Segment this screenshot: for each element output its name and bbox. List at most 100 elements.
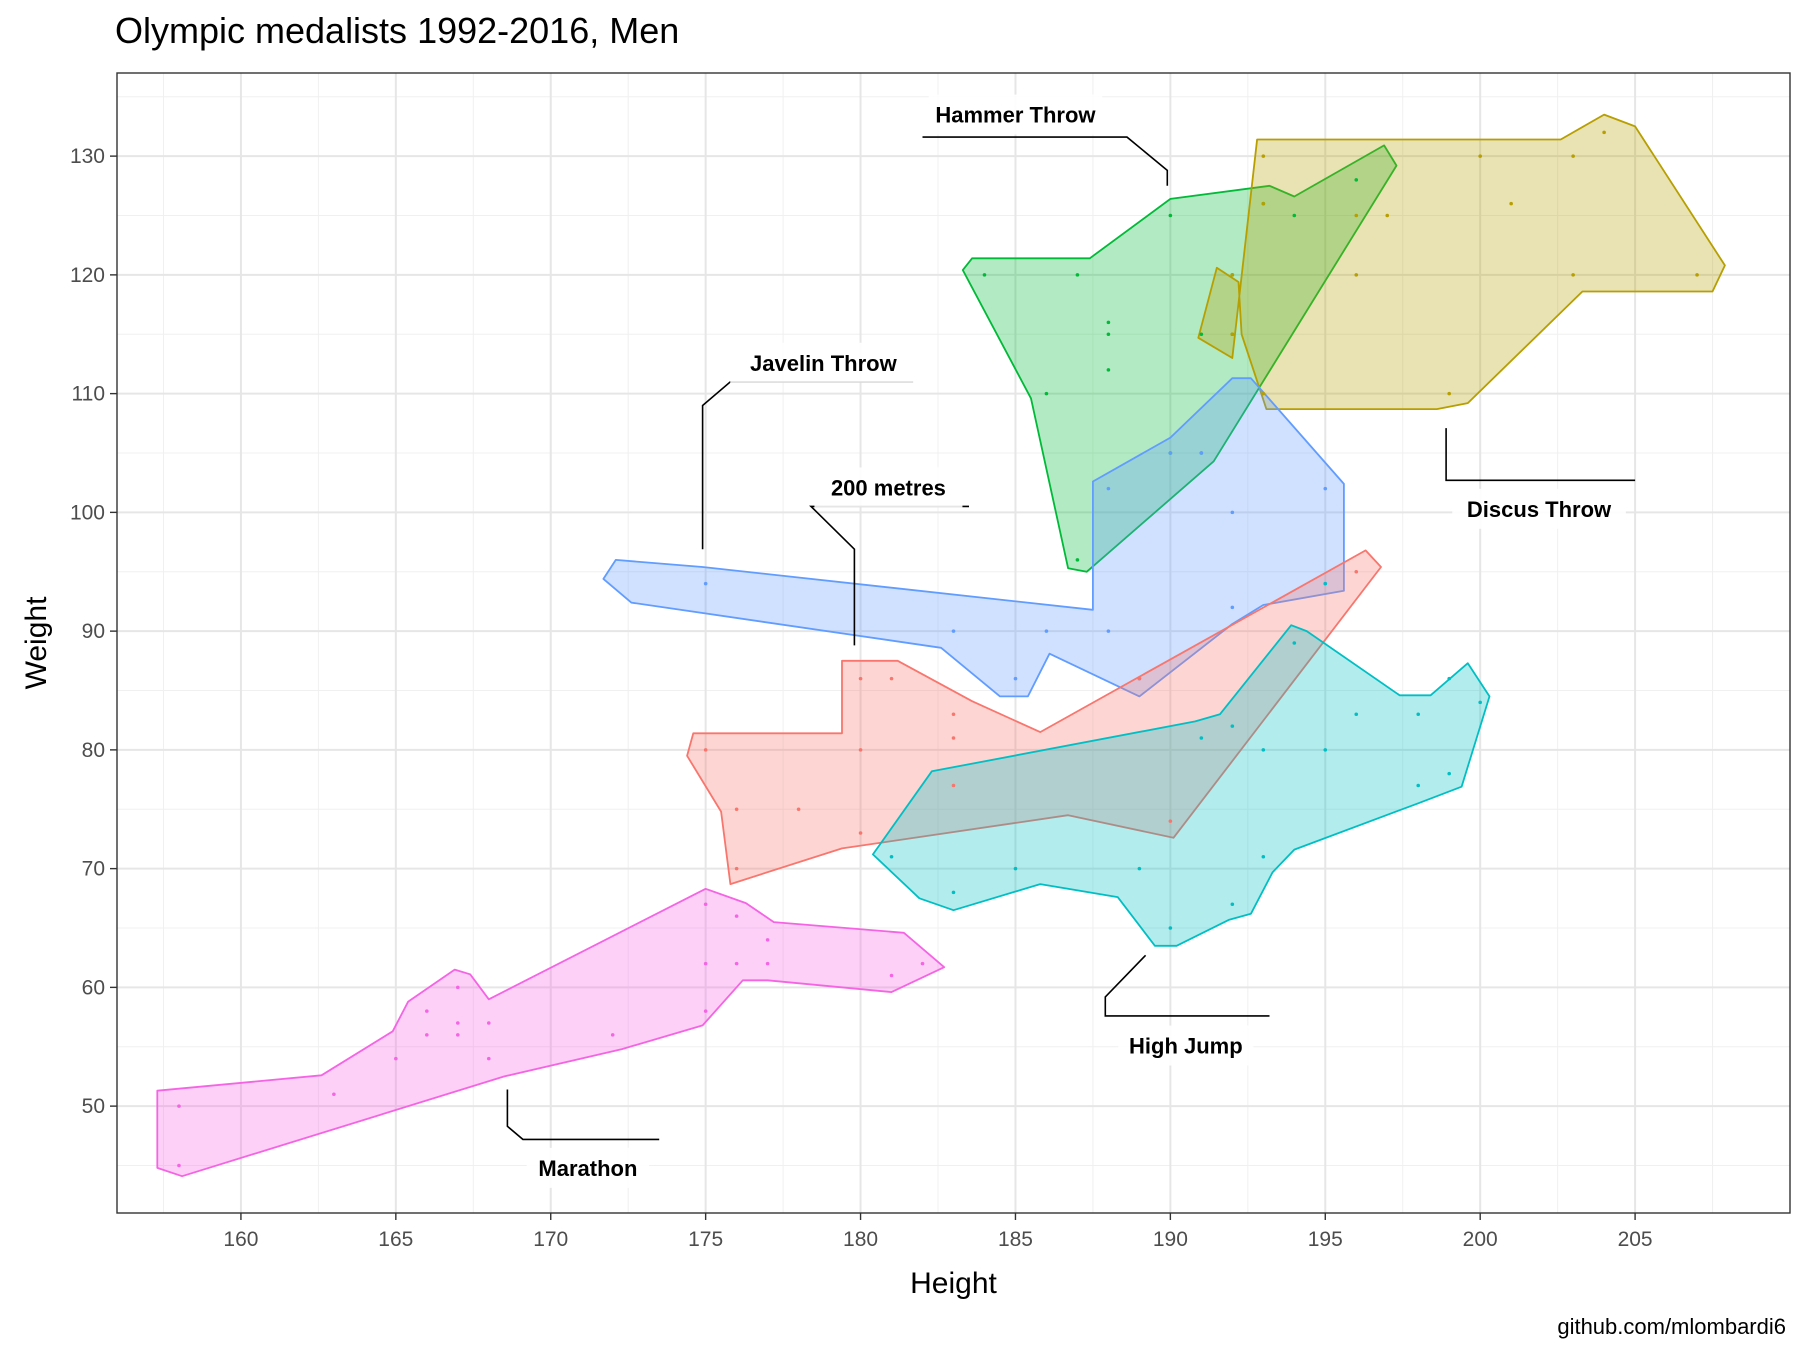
point-200-metres: [858, 748, 863, 752]
point-200-metres: [1137, 676, 1142, 681]
point-javelin-throw: [1106, 486, 1111, 491]
point-discus-throw: [1478, 154, 1482, 158]
point-marathon: [425, 1033, 429, 1037]
point-high-jump: [1230, 724, 1235, 728]
point-hammer-throw: [982, 273, 987, 277]
y-axis: 50 60 70 80 90 100 110 120 130: [70, 145, 117, 1118]
label-bg-high-jump: [1118, 1025, 1254, 1066]
point-marathon: [610, 1033, 615, 1037]
x-tick-label: 165: [378, 1228, 413, 1251]
point-marathon: [177, 1163, 181, 1168]
x-tick-label: 175: [688, 1228, 723, 1251]
point-marathon: [425, 1009, 429, 1013]
point-high-jump: [1230, 902, 1235, 907]
y-tick-label: 120: [70, 264, 105, 287]
point-hammer-throw: [1106, 368, 1111, 372]
chart-title: Olympic medalists 1992-2016, Men: [115, 10, 680, 51]
y-tick-label: 90: [82, 620, 105, 643]
label-bg-marathon: [526, 1147, 650, 1188]
point-marathon: [734, 961, 739, 966]
point-200-metres: [951, 736, 956, 740]
point-marathon: [920, 961, 925, 966]
point-discus-throw: [1385, 213, 1390, 218]
x-tick-label: 170: [533, 1228, 568, 1251]
point-high-jump: [1416, 712, 1421, 717]
point-discus-throw: [1602, 130, 1606, 135]
point-discus-throw: [1230, 332, 1235, 337]
label-bg-hammer-throw: [928, 94, 1103, 135]
plot-panel-border: [116, 72, 1791, 1214]
point-high-jump: [951, 890, 956, 895]
caption: github.com/mlombardi6: [1557, 1314, 1786, 1339]
point-discus-throw: [1509, 201, 1513, 206]
y-tick-label: 100: [70, 501, 105, 524]
point-high-jump: [1137, 866, 1142, 871]
label-discus-throw: Discus Throw: [1467, 497, 1612, 522]
leader-hammer-throw: [922, 136, 1169, 186]
point-marathon: [177, 1104, 181, 1108]
label-bg-javelin-throw: [730, 342, 917, 383]
point-javelin-throw: [1044, 629, 1049, 633]
point-high-jump: [1261, 748, 1266, 752]
x-tick-label: 160: [223, 1228, 258, 1251]
point-high-jump: [1292, 641, 1297, 645]
point-200-metres: [951, 712, 956, 717]
point-200-metres: [796, 807, 801, 812]
point-marathon: [703, 902, 708, 907]
point-200-metres: [858, 676, 863, 681]
point-javelin-throw: [1013, 676, 1018, 681]
hull-javelin-throw: [602, 377, 1345, 698]
point-discus-throw: [1447, 391, 1452, 396]
point-high-jump: [1478, 700, 1482, 705]
points-layer: [177, 130, 1699, 1168]
x-tick-label: 185: [998, 1228, 1033, 1251]
y-tick-label: 60: [82, 976, 105, 999]
point-marathon: [455, 985, 460, 990]
point-hammer-throw: [1106, 332, 1111, 337]
y-tick-label: 110: [72, 383, 105, 406]
point-discus-throw: [1261, 201, 1266, 206]
point-200-metres: [1354, 569, 1359, 574]
label-hammer-throw: Hammer Throw: [935, 103, 1096, 128]
point-marathon: [734, 914, 739, 918]
label-marathon: Marathon: [538, 1156, 637, 1181]
leader-discus-throw: [1445, 428, 1636, 482]
point-hammer-throw: [1075, 558, 1080, 562]
point-200-metres: [951, 783, 956, 788]
point-marathon: [394, 1056, 398, 1061]
point-javelin-throw: [1323, 486, 1328, 491]
point-high-jump: [1447, 771, 1452, 776]
point-200-metres: [1168, 819, 1173, 823]
point-discus-throw: [1354, 213, 1359, 218]
x-tick-label: 190: [1153, 1228, 1188, 1251]
point-discus-throw: [1230, 273, 1235, 277]
point-high-jump: [1323, 748, 1328, 752]
point-javelin-throw: [703, 581, 708, 586]
y-tick-label: 130: [70, 145, 105, 168]
grid-major: [117, 73, 1790, 1213]
hull-marathon: [156, 887, 946, 1178]
point-discus-throw: [1571, 154, 1575, 158]
x-tick-label: 200: [1463, 1228, 1498, 1251]
point-marathon: [765, 961, 770, 966]
x-axis-title: Height: [910, 1267, 997, 1300]
leader-high-jump: [1104, 954, 1270, 1017]
point-marathon: [486, 1056, 491, 1061]
point-200-metres: [703, 748, 708, 752]
y-tick-label: 50: [82, 1095, 105, 1118]
point-200-metres: [858, 831, 863, 835]
point-javelin-throw: [1106, 629, 1111, 633]
hull-200-metres: [686, 549, 1382, 885]
point-javelin-throw: [951, 629, 956, 633]
point-high-jump: [1013, 866, 1018, 871]
x-tick-label: 180: [843, 1228, 878, 1251]
point-marathon: [889, 973, 894, 978]
y-tick-label: 70: [82, 858, 105, 881]
point-discus-throw: [1261, 391, 1266, 396]
point-marathon: [455, 1033, 460, 1037]
point-discus-throw: [1695, 273, 1699, 277]
point-discus-throw: [1261, 154, 1266, 158]
y-tick-label: 80: [82, 739, 105, 762]
point-hammer-throw: [1354, 178, 1359, 182]
